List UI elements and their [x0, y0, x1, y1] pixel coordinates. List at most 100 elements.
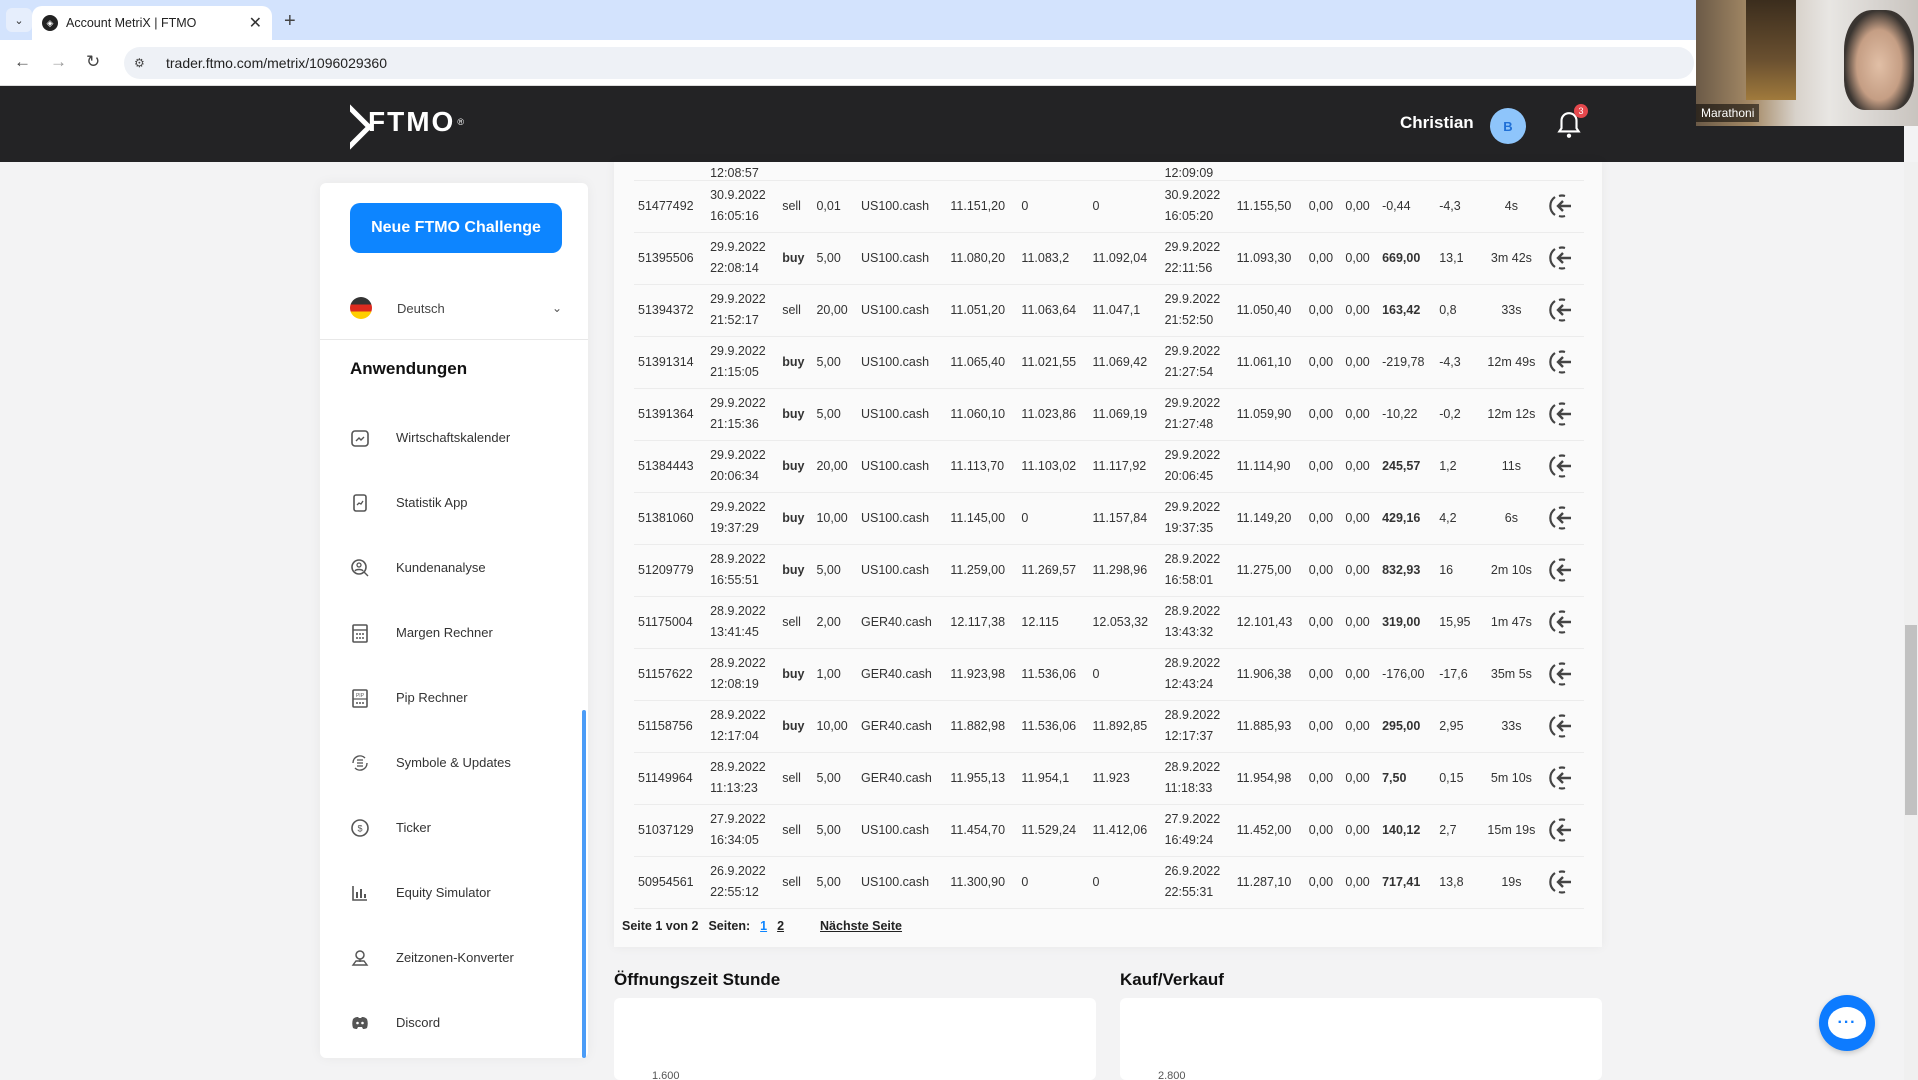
- table-row: 51157622 28.9.2022 12:08:19 buy 1,00 GER40.ca…: [634, 648, 1584, 701]
- trade-action-button[interactable]: [1543, 440, 1584, 493]
- take-profit: 11.047,1: [1088, 284, 1161, 337]
- open-price: 11.145,00: [946, 492, 1018, 545]
- bar-chart-icon: [350, 883, 370, 903]
- take-profit: 11.157,84: [1088, 492, 1161, 545]
- trade-action-button[interactable]: [1543, 856, 1584, 909]
- avatar[interactable]: B: [1490, 108, 1526, 144]
- page-1-link[interactable]: 1: [760, 919, 768, 933]
- sidebar-item-pip-rechner[interactable]: PIP Pip Rechner: [350, 665, 570, 730]
- trade-action-button[interactable]: [1543, 180, 1584, 233]
- trade-action-button[interactable]: [1543, 284, 1584, 337]
- reload-icon[interactable]: ↻: [86, 52, 101, 71]
- open-time: 21:15:05: [710, 365, 759, 379]
- profit: 832,93: [1378, 544, 1436, 597]
- volume: 20,00: [812, 440, 857, 493]
- profit: -219,78: [1378, 336, 1436, 389]
- trade-action-button[interactable]: [1543, 752, 1584, 805]
- sidebar-item-wirtschaftskalender[interactable]: Wirtschaftskalender: [350, 405, 570, 470]
- page-2-link[interactable]: 2: [777, 919, 785, 933]
- ticket: 51158756: [634, 700, 707, 753]
- trade-action-button[interactable]: [1543, 648, 1584, 701]
- sidebar-item-equity-simulator[interactable]: Equity Simulator: [350, 860, 570, 925]
- duration: 11s: [1479, 440, 1544, 493]
- notifications-button[interactable]: 3: [1556, 104, 1588, 140]
- sidebar-item-statistik-app[interactable]: Statistik App: [350, 470, 570, 535]
- swap: 0,00: [1304, 856, 1342, 909]
- sidebar-item-label: Kundenanalyse: [396, 560, 486, 575]
- symbol: US100.cash: [856, 492, 947, 545]
- tab-list-button[interactable]: ⌄: [6, 8, 32, 32]
- forward-icon[interactable]: →: [50, 52, 67, 71]
- sidebar-item-kundenanalyse[interactable]: Kundenanalyse: [350, 535, 570, 600]
- open-date: 28.9.2022: [710, 760, 766, 774]
- close-datetime: 29.9.2022 21:27:54: [1160, 336, 1233, 389]
- symbol: US100.cash: [856, 388, 947, 441]
- profit: 245,57: [1378, 440, 1436, 493]
- trade-action-button[interactable]: [1543, 336, 1584, 389]
- take-profit: 0: [1088, 856, 1161, 909]
- close-date: 29.9.2022: [1164, 448, 1221, 462]
- chevron-down-icon: ⌄: [14, 14, 24, 27]
- open-price: 11.300,90: [946, 856, 1018, 909]
- back-icon[interactable]: ←: [14, 52, 31, 71]
- open-price: 11.051,20: [946, 284, 1018, 337]
- open-time: 22:08:14: [710, 261, 759, 275]
- next-page-link[interactable]: Nächste Seite: [820, 919, 903, 933]
- webcam-label: Marathoni: [1696, 104, 1760, 122]
- ticket: 51394372: [634, 284, 707, 337]
- sidebar-scrollbar[interactable]: [582, 710, 586, 1058]
- user-name[interactable]: Christian: [1400, 113, 1474, 132]
- url-input[interactable]: ⚙ trader.ftmo.com/metrix/1096029360: [124, 47, 1694, 79]
- trade-action-button[interactable]: [1543, 700, 1584, 753]
- pips: 0,15: [1435, 752, 1480, 805]
- live-chat-button[interactable]: ···: [1819, 995, 1875, 1051]
- close-price: 11.275,00: [1232, 544, 1305, 597]
- open-datetime: 29.9.2022 21:52:17: [706, 284, 779, 337]
- page-scrollbar-thumb[interactable]: [1905, 625, 1917, 815]
- swap: 0,00: [1304, 440, 1342, 493]
- y-axis-tick: 1.600: [652, 1070, 680, 1080]
- take-profit: 11.923: [1088, 752, 1161, 805]
- site-settings-icon[interactable]: ⚙: [134, 56, 145, 70]
- sidebar-item-symbole-updates[interactable]: Symbole & Updates: [350, 730, 570, 795]
- trade-type: buy: [778, 440, 813, 493]
- language-selector[interactable]: Deutsch ⌄: [350, 293, 562, 323]
- close-date: 27.9.2022: [1164, 812, 1221, 826]
- pips: 2,95: [1435, 700, 1480, 753]
- page-scrollbar-track[interactable]: [1904, 162, 1918, 1080]
- commission: 0,00: [1341, 596, 1379, 649]
- new-challenge-button[interactable]: Neue FTMO Challenge: [350, 203, 562, 253]
- trade-action-button[interactable]: [1543, 492, 1584, 545]
- close-date: 28.9.2022: [1164, 760, 1221, 774]
- ftmo-logo[interactable]: FTMO ®: [330, 106, 464, 138]
- take-profit: 11.117,92: [1088, 440, 1161, 493]
- symbol: US100.cash: [856, 232, 947, 285]
- location-pin-icon: [350, 948, 370, 968]
- sidebar-item-ticker[interactable]: $ Ticker: [350, 795, 570, 860]
- trade-action-button[interactable]: [1543, 162, 1584, 181]
- open-datetime: 28.9.2022 16:55:51: [706, 544, 779, 597]
- trade-action-button[interactable]: [1543, 544, 1584, 597]
- trade-action-button[interactable]: [1543, 596, 1584, 649]
- close-date: 26.9.2022: [1164, 864, 1221, 878]
- new-tab-button[interactable]: +: [284, 10, 296, 32]
- browser-tab[interactable]: ◈ Account MetriX | FTMO ✕: [32, 6, 272, 40]
- sidebar-item-margen-rechner[interactable]: Margen Rechner: [350, 600, 570, 665]
- close-tab-icon[interactable]: ✕: [248, 15, 262, 32]
- trade-action-button[interactable]: [1543, 388, 1584, 441]
- open-price: 11.151,20: [946, 180, 1018, 233]
- trade-action-button[interactable]: [1543, 804, 1584, 857]
- commission: 0,00: [1341, 232, 1379, 285]
- url-text: trader.ftmo.com/metrix/1096029360: [166, 55, 388, 71]
- trade-action-button[interactable]: [1543, 232, 1584, 285]
- close-datetime: 27.9.2022 16:49:24: [1160, 804, 1233, 857]
- sidebar-item-discord[interactable]: Discord: [350, 990, 570, 1055]
- trade-type: sell: [778, 752, 813, 805]
- open-time: 21:52:17: [710, 313, 759, 327]
- table-row: 51037129 27.9.2022 16:34:05 sell 5,00 US100.c…: [634, 804, 1584, 857]
- stop-loss: 11.021,55: [1017, 336, 1089, 389]
- duration: 15m 19s: [1479, 804, 1544, 857]
- stop-loss: 11.269,57: [1017, 544, 1089, 597]
- close-position-icon: [1549, 194, 1572, 218]
- sidebar-item-zeitzonen-konverter[interactable]: Zeitzonen-Konverter: [350, 925, 570, 990]
